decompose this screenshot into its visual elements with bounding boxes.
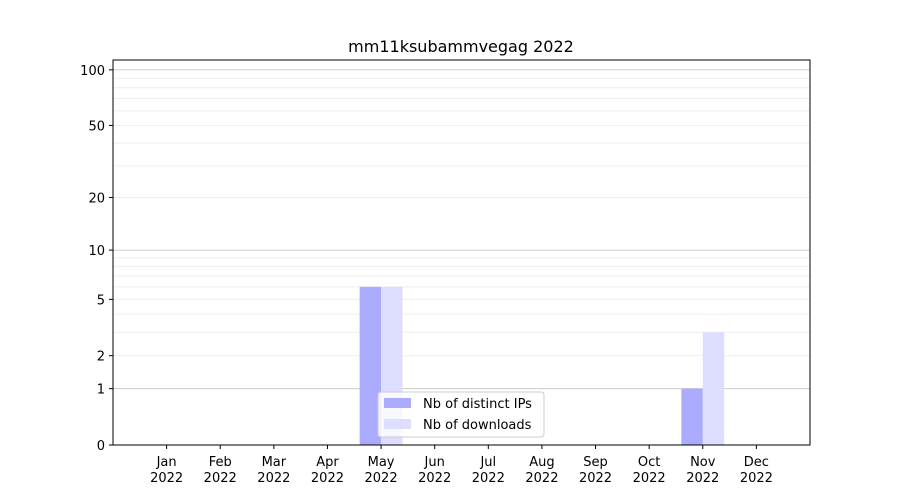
x-tick-label: Nov — [690, 455, 716, 470]
x-tick-label: 2022 — [525, 471, 558, 486]
x-tick-label: 2022 — [257, 471, 290, 486]
bar-distinct-ips — [359, 286, 382, 445]
x-tick-label: Jun — [424, 455, 445, 470]
legend: Nb of distinct IPs Nb of downloads — [377, 391, 545, 438]
x-tick-label: May — [368, 455, 395, 470]
legend-box — [377, 391, 545, 438]
x-tick-label: 2022 — [579, 471, 612, 486]
x-tick-label: 2022 — [204, 471, 237, 486]
legend-label: Nb of downloads — [423, 418, 532, 433]
y-tick-label: 10 — [88, 244, 105, 259]
legend-label: Nb of distinct IPs — [423, 397, 532, 412]
legend-swatch — [384, 419, 411, 429]
legend-swatch — [384, 398, 411, 408]
x-tick-label: Apr — [316, 455, 339, 470]
plot-frame — [112, 59, 811, 446]
bar-downloads — [702, 332, 725, 445]
y-tick-label: 2 — [97, 350, 105, 365]
x-tick-label: Jan — [156, 455, 177, 470]
x-tick-label: 2022 — [686, 471, 719, 486]
chart-title: mm11ksubammvegag 2022 — [348, 37, 574, 56]
x-tick-label: Sep — [583, 455, 608, 470]
x-tick-label: 2022 — [472, 471, 505, 486]
y-tick-label: 5 — [97, 293, 105, 308]
x-tick-label: 2022 — [150, 471, 183, 486]
y-tick-label: 0 — [97, 439, 105, 454]
x-tick-label: Dec — [744, 455, 769, 470]
x-tick-label: 2022 — [418, 471, 451, 486]
x-tick-label: Mar — [262, 455, 287, 470]
x-tick-label: Feb — [209, 455, 232, 470]
x-tick-label: 2022 — [311, 471, 344, 486]
x-tick-label: 2022 — [365, 471, 398, 486]
y-tick-label: 1 — [97, 383, 105, 398]
x-tick-label: Oct — [638, 455, 660, 470]
x-tick-label: Aug — [529, 455, 554, 470]
x-tick-label: Jul — [479, 455, 496, 470]
y-tick-label: 20 — [88, 192, 105, 207]
y-tick-label: 100 — [80, 64, 105, 79]
x-tick-label: 2022 — [633, 471, 666, 486]
x-tick-label: 2022 — [740, 471, 773, 486]
y-tick-label: 50 — [88, 119, 105, 134]
bar-distinct-ips — [681, 388, 703, 445]
